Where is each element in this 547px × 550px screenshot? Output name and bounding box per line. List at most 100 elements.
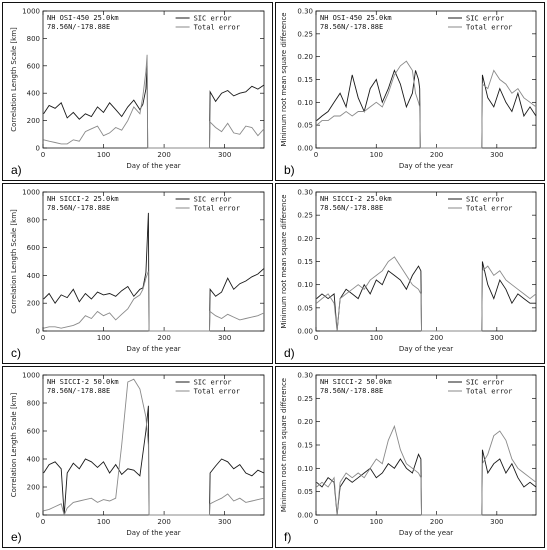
x-axis-label: Day of the year [126, 162, 180, 170]
legend-label: SIC error [194, 196, 232, 204]
series-line-sic-error [43, 212, 265, 332]
panel-annotation: 78.56N/-178.88E [320, 204, 383, 212]
legend-label: Total error [194, 205, 240, 213]
y-tick-label: 0.05 [297, 304, 313, 312]
legend-label: SIC error [194, 15, 232, 23]
y-tick-label: 0.05 [297, 488, 313, 496]
legend-label: SIC error [466, 379, 504, 387]
x-axis-label: Day of the year [126, 529, 180, 537]
x-tick-label: 0 [314, 518, 318, 526]
series-line-sic-error [43, 65, 265, 149]
y-tick-label: 400 [27, 456, 40, 464]
series-line-total-error [43, 54, 265, 149]
y-tick-label: 1000 [22, 8, 40, 16]
y-tick-label: 0.10 [297, 465, 313, 473]
y-axis-label: Minimum root mean square difference [280, 12, 288, 146]
y-tick-label: 0.30 [297, 8, 313, 16]
legend-label: Total error [194, 388, 240, 396]
y-tick-label: 1000 [22, 189, 40, 197]
y-tick-label: 0.25 [297, 212, 313, 220]
plot-frame [42, 374, 265, 516]
y-axis-label: Minimum root mean square difference [280, 378, 288, 512]
x-tick-label: 0 [41, 151, 45, 159]
x-tick-label: 0 [314, 334, 318, 342]
y-axis-label: Correlation Length Scale [km] [10, 27, 18, 132]
x-tick-label: 200 [430, 518, 443, 526]
x-axis-label: Day of the year [126, 345, 180, 353]
x-tick-label: 100 [97, 518, 110, 526]
y-axis-label: Correlation Length Scale [km] [10, 392, 18, 497]
panel-annotation: 78.56N/-178.88E [320, 23, 383, 31]
y-tick-label: 0.20 [297, 418, 313, 426]
y-tick-label: 800 [27, 400, 40, 408]
y-tick-label: 0.10 [297, 281, 313, 289]
x-tick-label: 300 [218, 518, 231, 526]
y-tick-label: 0.00 [297, 328, 313, 336]
y-tick-label: 0.30 [297, 189, 313, 197]
panel-annotation: 78.56N/-178.88E [47, 387, 110, 395]
series-line-sic-error [43, 405, 265, 516]
plot-frame [315, 374, 537, 516]
y-tick-label: 400 [27, 272, 40, 280]
y-tick-label: 400 [27, 90, 40, 98]
chart-panel-5: 0 200 400 600 800 1000 0 100 200 300 Day of the ye… [2, 366, 273, 548]
y-tick-label: 200 [27, 484, 40, 492]
panel-letter: c) [11, 346, 21, 360]
y-tick-label: 0 [36, 145, 40, 153]
chart-svg: 0 200 400 600 800 1000 0 100 200 300 Day of the ye… [10, 189, 265, 360]
chart-panel-2: 0.00 0.05 0.10 0.15 0.20 0.25 0.30 0 100 200 300 Da… [275, 2, 545, 181]
y-tick-label: 800 [27, 35, 40, 43]
panel-annotation: NH OSI-450 25.0km [47, 14, 119, 22]
x-tick-label: 100 [97, 334, 110, 342]
series-line-total-error [316, 256, 537, 332]
y-tick-label: 1000 [22, 372, 40, 380]
series-line-total-error [316, 424, 537, 516]
legend-label: Total error [466, 388, 512, 396]
x-tick-label: 200 [157, 151, 170, 159]
y-tick-label: 600 [27, 62, 40, 70]
series-line-total-error [43, 271, 265, 332]
chart-panel-3: 0 200 400 600 800 1000 0 100 200 300 Day of the ye… [2, 183, 273, 364]
legend-label: Total error [466, 205, 512, 213]
y-tick-label: 0.15 [297, 76, 313, 84]
x-axis-label: Day of the year [399, 162, 453, 170]
series-line-sic-error [316, 449, 537, 516]
legend-label: Total error [466, 24, 512, 32]
panel-letter: f) [284, 530, 291, 544]
chart-svg: 0 200 400 600 800 1000 0 100 200 300 Day of the ye… [10, 372, 265, 544]
panel-letter: d) [284, 346, 295, 360]
y-tick-label: 0.15 [297, 258, 313, 266]
panel-annotation: NH SICCI-2 50.0km [320, 378, 392, 386]
chart-svg: 0.00 0.05 0.10 0.15 0.20 0.25 0.30 0 100 200 300 Da… [280, 372, 537, 544]
panel-annotation: NH SICCI-2 25.0km [47, 195, 119, 203]
y-tick-label: 800 [27, 216, 40, 224]
y-tick-label: 0 [36, 512, 40, 520]
y-tick-label: 0.15 [297, 442, 313, 450]
y-tick-label: 0.20 [297, 53, 313, 61]
y-tick-label: 0.25 [297, 30, 313, 38]
x-tick-label: 0 [41, 334, 45, 342]
panel-annotation: 78.56N/-178.88E [47, 23, 110, 31]
chart-panel-1: 0 200 400 600 800 1000 0 100 200 300 Day of the ye… [2, 2, 273, 181]
x-tick-label: 300 [490, 334, 503, 342]
series-line-sic-error [316, 69, 537, 149]
y-tick-label: 0.20 [297, 235, 313, 243]
series-line-total-error [43, 378, 265, 517]
y-tick-label: 0.05 [297, 122, 313, 130]
plot-frame [42, 191, 265, 332]
panel-letter: b) [284, 163, 295, 177]
series-line-total-error [316, 60, 537, 149]
x-tick-label: 100 [370, 518, 383, 526]
legend-label: SIC error [466, 196, 504, 204]
chart-panel-6: 0.00 0.05 0.10 0.15 0.20 0.25 0.30 0 100 200 300 Da… [275, 366, 545, 548]
x-tick-label: 200 [157, 334, 170, 342]
y-axis-label: Minimum root mean square difference [280, 194, 288, 328]
x-tick-label: 0 [41, 518, 45, 526]
legend-label: Total error [194, 24, 240, 32]
panel-annotation: 78.56N/-178.88E [320, 387, 383, 395]
y-tick-label: 200 [27, 117, 40, 125]
legend-label: SIC error [466, 15, 504, 23]
x-tick-label: 300 [218, 151, 231, 159]
y-tick-label: 0.30 [297, 372, 313, 380]
x-tick-label: 0 [314, 151, 318, 159]
